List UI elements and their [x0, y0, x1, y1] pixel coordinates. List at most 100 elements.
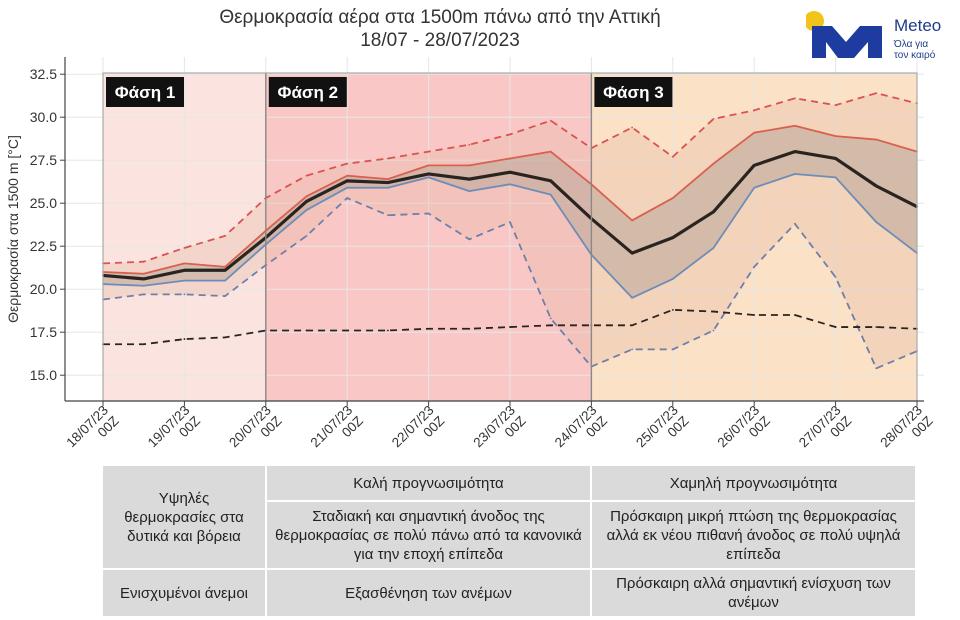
chart-title-line1: Θερμοκρασία αέρα στα 1500m πάνω από την … [219, 7, 661, 28]
series-point-lower-18 [834, 176, 837, 179]
logo-tagline: Όλα για τον καιρό [894, 39, 954, 61]
series-point-max-9 [468, 143, 471, 146]
series-point-climatology-11 [549, 324, 552, 327]
series-point-mean-6 [346, 179, 349, 182]
series-point-min-1 [142, 293, 145, 296]
series-point-mean-14 [671, 236, 674, 239]
row1-good: Σταδιακή και σημαντική άνοδος της θερμοκ… [267, 502, 590, 568]
series-point-mean-17 [794, 150, 796, 153]
series-point-climatology-9 [468, 327, 471, 330]
series-point-min-5 [305, 234, 308, 237]
series-point-mean-9 [468, 178, 471, 181]
series-point-upper-8 [427, 164, 430, 167]
series-point-upper-14 [671, 197, 674, 199]
row2-label: Ενισχυμένοι άνεμοι [103, 570, 265, 616]
series-point-min-8 [427, 212, 430, 215]
phase-label-box-2 [268, 77, 347, 107]
series-point-min-11 [549, 317, 552, 320]
phase-label-box-3 [594, 77, 673, 107]
phase-label-box-1 [106, 77, 184, 107]
series-point-lower-3 [224, 279, 227, 282]
series-point-max-17 [794, 97, 796, 100]
series-point-climatology-17 [794, 314, 796, 316]
series-point-lower-11 [549, 193, 552, 196]
band-upper-lower [103, 125, 917, 298]
series-point-lower-9 [468, 190, 471, 193]
series-point-mean-10 [509, 171, 511, 174]
row1-poor: Πρόσκαιρη μικρή πτώση της θερμοκρασίας α… [592, 502, 915, 568]
series-point-lower-8 [427, 176, 430, 179]
series-point-min-19 [875, 367, 878, 370]
series-point-max-11 [549, 119, 552, 122]
y-tick-label-1: 17.5 [30, 324, 57, 340]
series-point-upper-13 [631, 219, 633, 222]
series-point-upper-5 [305, 195, 308, 198]
band-max-min [103, 93, 917, 369]
series-point-upper-7 [387, 178, 389, 181]
series-point-max-16 [753, 109, 756, 112]
y-tick-label-6: 30.0 [30, 109, 57, 125]
m-logo-icon [812, 26, 882, 58]
series-point-upper-15 [712, 162, 715, 165]
series-point-lower-2 [183, 279, 186, 282]
series-point-mean-16 [753, 164, 756, 167]
series-point-min-7 [387, 214, 389, 217]
series-point-climatology-2 [183, 338, 186, 340]
series-point-max-10 [509, 133, 511, 136]
series-point-min-6 [346, 197, 349, 199]
series-point-upper-19 [875, 138, 878, 141]
series-point-climatology-8 [427, 327, 430, 330]
series-point-mean-7 [387, 181, 389, 184]
series-point-mean-18 [834, 157, 837, 160]
series-point-upper-6 [346, 174, 349, 177]
series-point-climatology-15 [712, 310, 715, 313]
series-point-climatology-6 [346, 329, 349, 332]
series-point-mean-5 [305, 200, 308, 203]
series-point-max-7 [387, 157, 389, 160]
series-point-lower-17 [794, 173, 796, 175]
series-point-climatology-7 [387, 329, 389, 332]
series-point-mean-1 [142, 277, 145, 280]
series-point-mean-13 [631, 252, 633, 254]
series-point-lower-15 [712, 247, 715, 249]
series-point-min-2 [183, 293, 186, 296]
series-point-climatology-13 [631, 324, 633, 327]
series-point-climatology-19 [875, 326, 878, 328]
series-point-mean-3 [224, 269, 227, 272]
logo-tagline-line2: τον καιρό [894, 50, 936, 61]
forecast-summary-table: Υψηλές θερμοκρασίες στα δυτικά και βόρει… [103, 466, 915, 616]
series-point-climatology-14 [671, 308, 674, 311]
series-point-climatology-16 [753, 314, 756, 316]
series-point-max-6 [346, 162, 349, 165]
series-point-max-15 [712, 118, 715, 120]
row2-good: Εξασθένηση των ανέμων [267, 570, 590, 616]
series-point-mean-8 [427, 173, 430, 175]
y-tick-label-7: 32.5 [30, 66, 57, 82]
series-point-upper-18 [834, 135, 837, 138]
row1-label: Υψηλές θερμοκρασίες στα δυτικά και βόρει… [103, 466, 265, 568]
series-point-climatology-18 [834, 326, 837, 328]
series-point-min-9 [468, 238, 471, 241]
series-point-min-13 [631, 348, 633, 351]
series-point-lower-1 [142, 284, 145, 287]
series-point-upper-10 [509, 157, 511, 160]
series-point-upper-17 [794, 124, 796, 127]
series-point-max-3 [224, 234, 227, 237]
series-point-climatology-1 [142, 343, 145, 346]
meteo-logo-mark [804, 11, 882, 58]
series-point-max-14 [671, 155, 674, 158]
chart-title-line2: 18/07 - 28/07/2023 [360, 30, 520, 51]
series-point-max-13 [631, 126, 633, 129]
series-point-climatology-3 [224, 336, 227, 339]
series-point-max-18 [834, 104, 837, 107]
temperature-chart: 15.0 17.5 20.0 22.5 25.0 27.5 30.0 32.5 18/07/23… [5, 57, 936, 451]
meteo-logo: Meteo Όλα για τον καιρό [804, 6, 956, 66]
series-point-lower-10 [509, 183, 511, 186]
